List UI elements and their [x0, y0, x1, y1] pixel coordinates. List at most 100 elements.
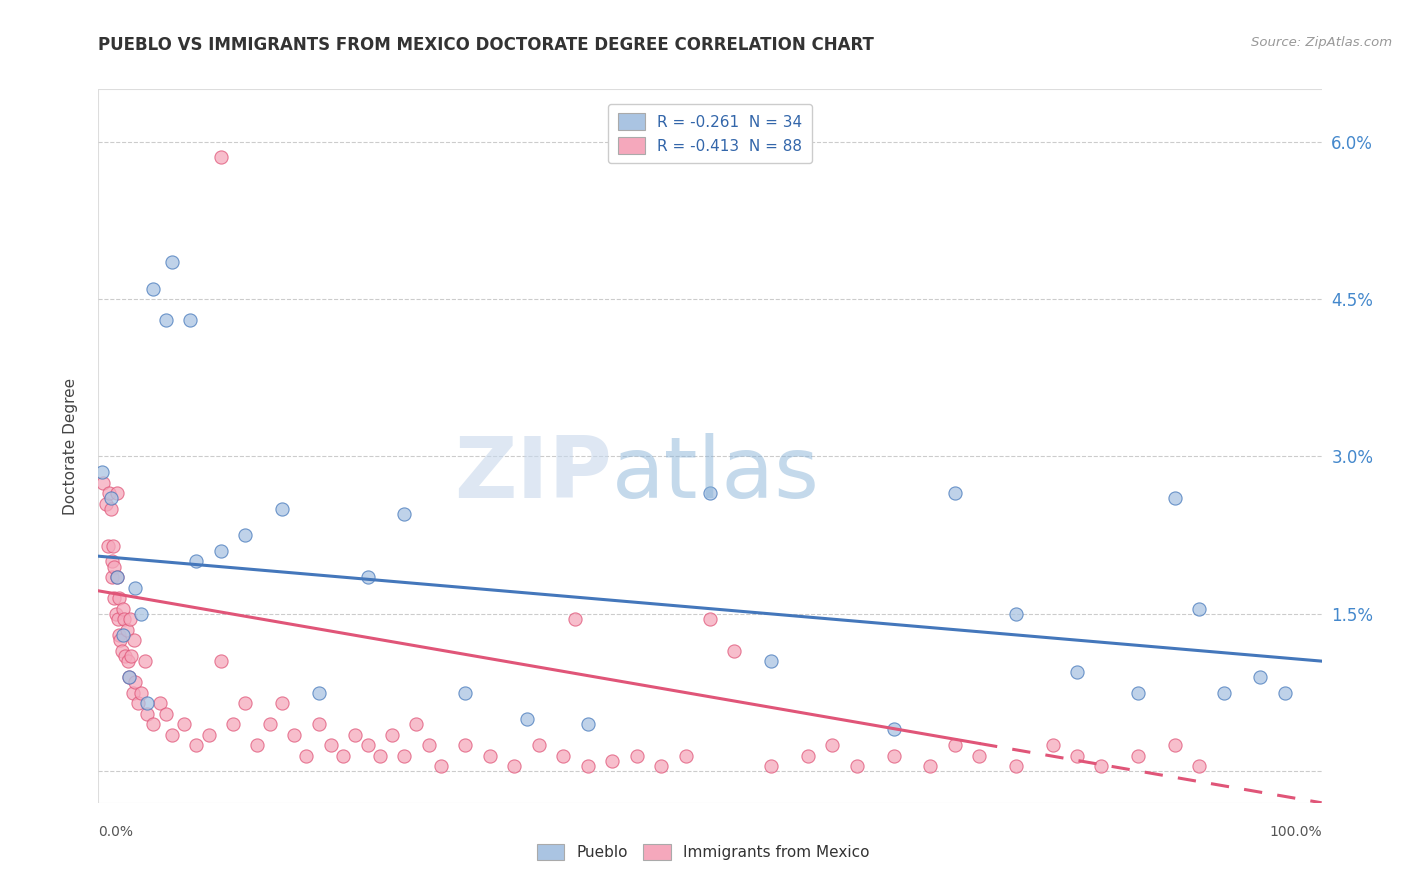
Point — [1090, 759, 1112, 773]
Point — [1066, 748, 1088, 763]
Point — [553, 748, 575, 763]
Point — [356, 738, 378, 752]
Point — [233, 528, 256, 542]
Point — [626, 748, 648, 763]
Point — [118, 670, 141, 684]
Point — [120, 648, 142, 663]
Point — [430, 759, 453, 773]
Point — [101, 539, 124, 553]
Point — [233, 696, 256, 710]
Point — [295, 748, 318, 763]
Point — [142, 282, 165, 296]
Point — [1004, 759, 1026, 773]
Point — [121, 685, 143, 699]
Legend: R = -0.261  N = 34, R = -0.413  N = 88: R = -0.261 N = 34, R = -0.413 N = 88 — [609, 104, 811, 163]
Point — [1250, 670, 1272, 684]
Point — [186, 554, 208, 568]
Point — [381, 728, 404, 742]
Point — [197, 728, 219, 742]
Point — [120, 612, 142, 626]
Point — [761, 759, 783, 773]
Point — [108, 591, 131, 606]
Point — [111, 601, 134, 615]
Point — [478, 748, 501, 763]
Point — [94, 497, 117, 511]
Point — [319, 738, 342, 752]
Point — [308, 717, 330, 731]
Point — [943, 486, 966, 500]
Point — [100, 502, 122, 516]
Point — [1004, 607, 1026, 621]
Point — [527, 738, 550, 752]
Point — [111, 643, 134, 657]
Point — [1188, 759, 1211, 773]
Point — [103, 559, 125, 574]
Point — [127, 696, 149, 710]
Point — [1188, 601, 1211, 615]
Point — [368, 748, 391, 763]
Point — [761, 654, 783, 668]
Point — [1212, 685, 1234, 699]
Point — [920, 759, 942, 773]
Point — [98, 486, 121, 500]
Point — [104, 607, 127, 621]
Point — [1128, 748, 1150, 763]
Point — [111, 628, 134, 642]
Point — [209, 150, 232, 164]
Text: 0.0%: 0.0% — [98, 825, 134, 839]
Point — [1164, 491, 1187, 506]
Point — [883, 723, 905, 737]
Point — [155, 706, 177, 721]
Point — [115, 623, 138, 637]
Point — [114, 648, 136, 663]
Point — [283, 728, 305, 742]
Point — [270, 696, 294, 710]
Legend: Pueblo, Immigrants from Mexico: Pueblo, Immigrants from Mexico — [530, 838, 876, 866]
Point — [1164, 738, 1187, 752]
Point — [418, 738, 440, 752]
Point — [576, 759, 599, 773]
Point — [118, 670, 141, 684]
Point — [136, 706, 159, 721]
Point — [405, 717, 427, 731]
Point — [129, 685, 152, 699]
Point — [516, 712, 538, 726]
Point — [797, 748, 820, 763]
Point — [209, 544, 232, 558]
Point — [699, 486, 721, 500]
Point — [155, 313, 177, 327]
Point — [105, 570, 128, 584]
Point — [101, 570, 124, 584]
Point — [179, 313, 201, 327]
Point — [101, 554, 124, 568]
Point — [675, 748, 697, 763]
Y-axis label: Doctorate Degree: Doctorate Degree — [63, 377, 77, 515]
Point — [136, 696, 159, 710]
Point — [332, 748, 354, 763]
Point — [1066, 665, 1088, 679]
Point — [454, 685, 477, 699]
Point — [100, 491, 122, 506]
Point — [392, 507, 416, 521]
Point — [356, 570, 378, 584]
Point — [821, 738, 844, 752]
Point — [1042, 738, 1064, 752]
Text: atlas: atlas — [612, 433, 820, 516]
Text: ZIP: ZIP — [454, 433, 612, 516]
Point — [124, 581, 146, 595]
Point — [103, 591, 125, 606]
Point — [107, 612, 129, 626]
Point — [105, 486, 128, 500]
Point — [222, 717, 245, 731]
Point — [160, 728, 183, 742]
Point — [344, 728, 367, 742]
Point — [723, 643, 745, 657]
Text: 100.0%: 100.0% — [1270, 825, 1322, 839]
Point — [129, 607, 152, 621]
Point — [699, 612, 721, 626]
Point — [186, 738, 208, 752]
Point — [142, 717, 165, 731]
Point — [91, 465, 114, 479]
Point — [149, 696, 172, 710]
Point — [209, 654, 232, 668]
